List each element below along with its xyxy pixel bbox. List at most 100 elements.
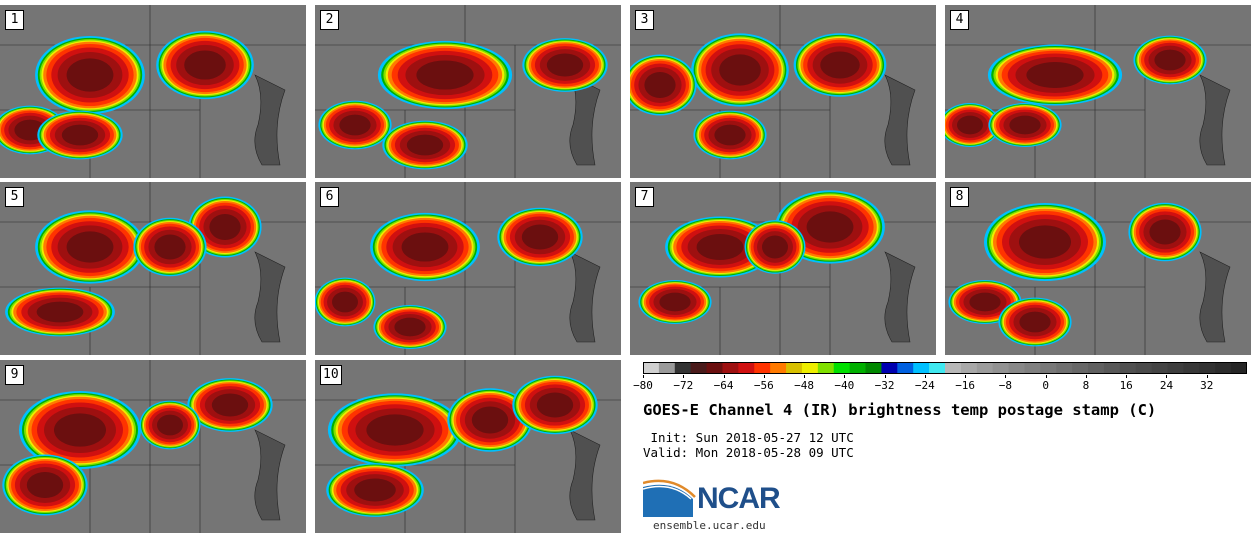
- colorbar-tick-mark: [723, 375, 725, 378]
- colorbar-segment: [1072, 362, 1089, 374]
- colorbar-segment: [706, 362, 723, 374]
- colorbar-tick-label: −16: [955, 379, 976, 392]
- colorbar-tick-mark: [844, 375, 846, 378]
- colorbar-segment: [643, 362, 660, 374]
- colorbar-segment: [1040, 362, 1057, 374]
- colorbar: [643, 362, 1247, 374]
- panel-number-label: 3: [635, 10, 654, 30]
- colorbar-segment: [992, 362, 1010, 374]
- panel-number-label: 7: [635, 187, 654, 207]
- member-panel-8: 8: [945, 182, 1251, 355]
- colorbar-tick-label: −56: [753, 379, 774, 392]
- colorbar-segment: [1135, 362, 1153, 374]
- colorbar-segment: [1183, 362, 1200, 374]
- member-panel-1: 1: [0, 5, 306, 178]
- figure-title: GOES-E Channel 4 (IR) brightness temp po…: [643, 401, 1157, 419]
- satellite-image: [315, 360, 621, 533]
- colorbar-tick-mark: [1005, 375, 1007, 378]
- colorbar-tick-mark: [884, 375, 886, 378]
- logo-text: NCAR: [697, 482, 781, 515]
- colorbar-tick-label: 0: [1042, 379, 1049, 392]
- colorbar-segment: [1199, 362, 1216, 374]
- colorbar-tick-label: −64: [713, 379, 734, 392]
- colorbar-segment: [690, 362, 708, 374]
- satellite-image: [630, 182, 936, 355]
- ncar-logo-icon: [643, 479, 696, 517]
- colorbar-tick-label: −48: [794, 379, 814, 392]
- satellite-image: [0, 360, 306, 533]
- valid-time: Valid: Mon 2018-05-28 09 UTC: [643, 445, 854, 460]
- panel-number-label: 5: [5, 187, 24, 207]
- colorbar-segment: [1167, 362, 1184, 374]
- panel-number-label: 9: [5, 365, 24, 385]
- colorbar-segment: [849, 362, 867, 374]
- colorbar-tick-label: −8: [998, 379, 1013, 392]
- colorbar-tick-label: −24: [914, 379, 935, 392]
- colorbar-tick-mark: [643, 375, 644, 378]
- satellite-image: [945, 182, 1251, 355]
- colorbar-segment: [1215, 362, 1232, 374]
- colorbar-segment: [913, 362, 930, 374]
- colorbar-segment: [865, 362, 882, 374]
- colorbar-segment: [897, 362, 914, 374]
- colorbar-tick-mark: [683, 375, 685, 378]
- satellite-image: [630, 5, 936, 178]
- colorbar-segment: [1056, 362, 1073, 374]
- colorbar-tick-mark: [804, 375, 806, 378]
- colorbar-segment: [658, 362, 676, 374]
- member-panel-5: 5: [0, 182, 306, 355]
- colorbar-segment: [738, 362, 755, 374]
- colorbar-segment: [929, 362, 946, 374]
- colorbar-segment: [722, 362, 739, 374]
- panel-number-label: 10: [320, 365, 342, 385]
- colorbar-segment: [786, 362, 803, 374]
- member-panel-10: 10: [315, 360, 621, 533]
- colorbar-segment: [817, 362, 835, 374]
- panel-number-label: 6: [320, 187, 339, 207]
- satellite-image: [315, 182, 621, 355]
- colorbar-tick-mark: [1126, 375, 1128, 378]
- colorbar-segment: [881, 362, 898, 374]
- colorbar-segment: [1024, 362, 1041, 374]
- panel-number-label: 4: [950, 10, 969, 30]
- satellite-image: [0, 182, 306, 355]
- colorbar-tick-label: −72: [673, 379, 694, 392]
- colorbar-segment: [1119, 362, 1137, 374]
- colorbar-tick-mark: [1166, 375, 1168, 378]
- satellite-image: [0, 5, 306, 178]
- member-panel-7: 7: [630, 182, 936, 355]
- logo-url: ensemble.ucar.edu: [653, 519, 766, 532]
- colorbar-segment: [1008, 362, 1025, 374]
- init-time: Init: Sun 2018-05-27 12 UTC: [643, 430, 854, 445]
- colorbar-segment: [1088, 362, 1105, 374]
- colorbar-segment: [770, 362, 787, 374]
- member-panel-4: 4: [945, 5, 1251, 178]
- colorbar-tick-mark: [965, 375, 967, 378]
- panel-number-label: 1: [5, 10, 24, 30]
- member-panel-3: 3: [630, 5, 936, 178]
- colorbar-segment: [945, 362, 962, 374]
- colorbar-tick-label: 16: [1119, 379, 1133, 392]
- satellite-image: [945, 5, 1251, 178]
- colorbar-tick-mark: [1045, 375, 1047, 378]
- colorbar-segment: [754, 362, 771, 374]
- colorbar-segment: [674, 362, 692, 374]
- colorbar-segment: [1103, 362, 1121, 374]
- panel-number-label: 2: [320, 10, 339, 30]
- panel-number-label: 8: [950, 187, 969, 207]
- colorbar-segment: [833, 362, 851, 374]
- member-panel-6: 6: [315, 182, 621, 355]
- colorbar-tick-mark: [1085, 375, 1087, 378]
- colorbar-segment: [1231, 362, 1247, 374]
- colorbar-segment: [1151, 362, 1169, 374]
- colorbar-tick-mark: [924, 375, 926, 378]
- colorbar-tick-label: −32: [874, 379, 895, 392]
- colorbar-tick-label: 8: [1082, 379, 1090, 392]
- colorbar-tick-label: −80: [633, 379, 653, 392]
- colorbar-tick-label: 32: [1200, 379, 1214, 392]
- member-panel-9: 9: [0, 360, 306, 533]
- colorbar-tick-label: 24: [1159, 379, 1174, 392]
- colorbar-ticks: −80 −72 −64 −56 −48 −40 −32 −24 −16 −8 0 8 16 24 32: [633, 375, 1247, 395]
- colorbar-segment: [960, 362, 978, 374]
- colorbar-tick-mark: [763, 375, 765, 378]
